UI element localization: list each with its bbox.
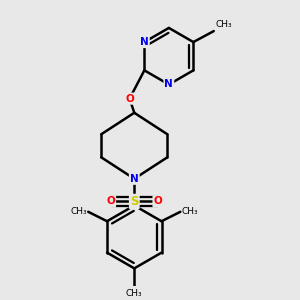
Text: CH₃: CH₃ [182, 207, 199, 216]
Text: CH₃: CH₃ [215, 20, 232, 29]
Text: CH₃: CH₃ [126, 289, 142, 298]
Text: N: N [130, 174, 139, 184]
Text: O: O [154, 196, 162, 206]
Text: O: O [106, 196, 115, 206]
Text: CH₃: CH₃ [70, 207, 87, 216]
Text: S: S [130, 195, 139, 208]
Text: N: N [164, 80, 173, 89]
Text: N: N [140, 37, 149, 47]
Text: O: O [125, 94, 134, 103]
